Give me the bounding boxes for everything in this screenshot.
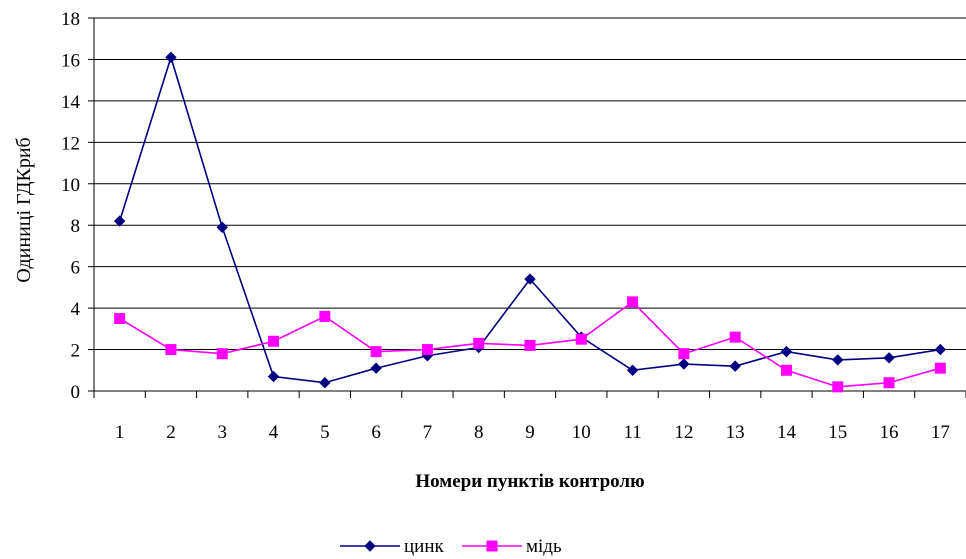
y-tick-label: 18 <box>61 9 80 30</box>
series-1-point <box>165 51 177 64</box>
y-tick-labels: 0 2 4 6 8 10 12 14 16 18 <box>61 9 81 403</box>
series-2-point <box>114 312 126 324</box>
series-1-point <box>267 370 280 383</box>
x-tick-label: 3 <box>217 422 227 443</box>
series-1-point <box>934 343 947 356</box>
series-2-point <box>678 348 690 360</box>
gridlines <box>94 17 966 351</box>
series-1 <box>113 51 947 389</box>
x-tick-label: 5 <box>320 422 330 443</box>
x-tick-label: 16 <box>880 422 899 443</box>
y-tick-label: 6 <box>71 258 81 279</box>
legend-swatch-marker <box>364 540 376 552</box>
y-tick-label: 0 <box>71 382 81 403</box>
x-tick-label: 12 <box>674 422 693 443</box>
series-2-point <box>883 377 895 389</box>
x-axis-title: Номери пунктів контролю <box>415 471 644 492</box>
series-2-point <box>421 344 433 356</box>
series-1-point <box>678 358 690 370</box>
series-2-point <box>319 310 331 322</box>
series-1-point <box>370 362 382 374</box>
x-tick-label: 15 <box>828 422 847 443</box>
series-1-point <box>113 215 126 227</box>
series-2-point <box>473 337 485 349</box>
x-tick-label: 4 <box>269 422 279 443</box>
y-tick-label: 2 <box>71 341 81 362</box>
x-tick-label: 8 <box>474 422 484 443</box>
x-tick-label: 9 <box>525 422 535 443</box>
x-tick-label: 10 <box>572 422 591 443</box>
series-2-point <box>216 348 228 360</box>
series-2-point <box>524 339 536 351</box>
x-tick-label: 11 <box>623 422 641 443</box>
series-1-point <box>883 352 895 364</box>
y-axis-title: Одиниці ГДКриб <box>13 137 35 282</box>
series-2-point <box>729 331 741 343</box>
x-tick-label: 7 <box>423 422 433 443</box>
series-1-point <box>729 360 741 372</box>
legend-swatch-marker <box>486 540 498 552</box>
series-1-point <box>319 377 331 389</box>
series-2-point <box>934 362 946 374</box>
legend-item-1: цинк <box>340 536 445 557</box>
series-2-point <box>832 381 844 393</box>
legend-label: цинк <box>404 536 445 557</box>
legend-label: мідь <box>526 536 562 557</box>
y-tick-label: 8 <box>71 216 81 237</box>
series-1-line <box>118 54 941 384</box>
x-tick-label: 2 <box>166 422 176 443</box>
x-tick-labels: 1 2 3 4 5 6 7 8 9 10 11 12 13 14 15 16 17 <box>115 422 950 443</box>
x-tick-label: 17 <box>931 422 950 443</box>
legend: цинк мідь <box>340 536 562 557</box>
y-tick-label: 10 <box>61 175 80 196</box>
axes <box>88 17 966 398</box>
series-2-point <box>165 344 177 356</box>
x-tick-label: 6 <box>371 422 381 443</box>
series-2-point <box>370 346 382 358</box>
x-tick-label: 14 <box>777 422 797 443</box>
x-tick-label: 13 <box>726 422 745 443</box>
series-2-point <box>780 364 792 376</box>
y-tick-label: 14 <box>61 92 81 113</box>
series-2-point <box>575 333 587 345</box>
series-1-point <box>524 273 536 285</box>
series-1-point <box>626 364 639 376</box>
y-tick-label: 4 <box>71 299 81 320</box>
series-1-point <box>216 221 228 234</box>
series-2 <box>114 296 946 393</box>
x-tick-label: 1 <box>115 422 125 443</box>
series-1-point <box>832 354 844 366</box>
legend-item-2: мідь <box>462 536 562 557</box>
series <box>113 51 947 393</box>
series-2-point <box>627 296 639 308</box>
y-tick-label: 16 <box>61 50 80 71</box>
y-tick-label: 12 <box>61 133 80 154</box>
series-2-point <box>268 335 280 347</box>
series-1-point <box>780 345 793 358</box>
